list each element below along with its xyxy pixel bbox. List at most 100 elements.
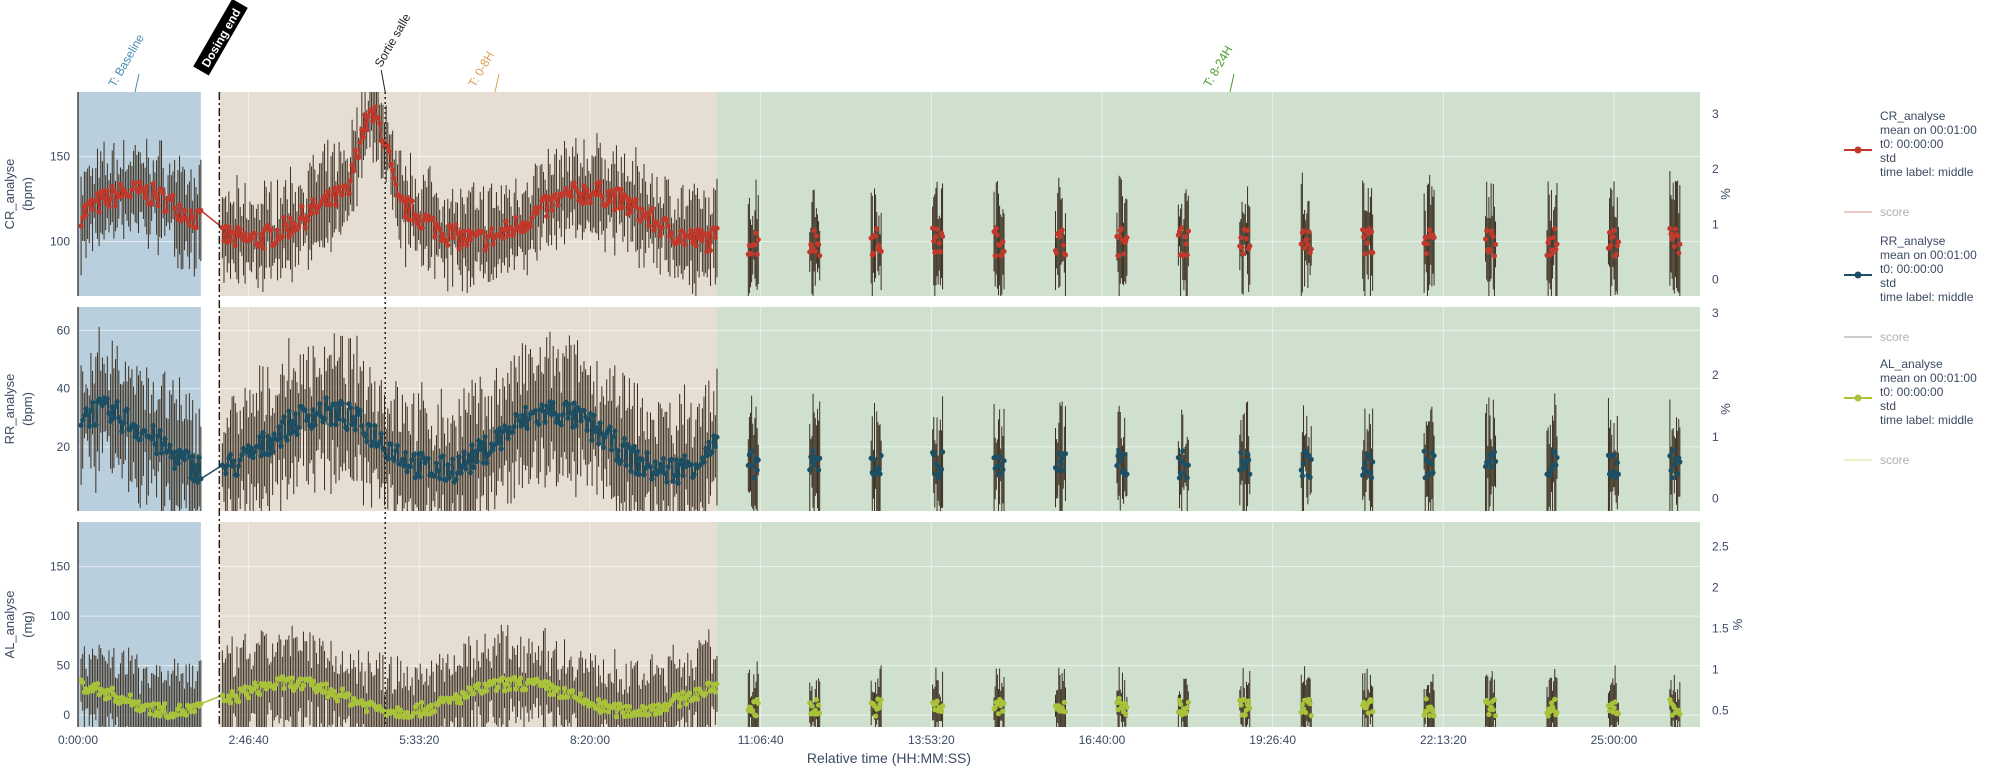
data-point	[1061, 699, 1067, 705]
data-point	[1671, 462, 1677, 468]
data-point	[1546, 236, 1552, 242]
data-point	[753, 230, 759, 236]
data-point	[253, 683, 260, 689]
data-point	[477, 446, 483, 452]
data-point	[500, 235, 506, 241]
data-point	[330, 192, 336, 198]
data-point	[134, 424, 140, 430]
data-point	[257, 691, 263, 697]
data-point	[936, 240, 942, 246]
data-point	[651, 702, 657, 709]
data-point	[811, 227, 817, 234]
data-point	[404, 709, 410, 716]
data-point	[437, 226, 443, 232]
data-point	[1185, 228, 1191, 234]
data-point	[1428, 461, 1434, 467]
data-point	[357, 408, 363, 414]
data-point	[372, 104, 378, 110]
data-point	[612, 428, 618, 434]
data-point	[871, 456, 878, 463]
data-point	[539, 402, 545, 408]
data-point	[599, 193, 605, 199]
data-point	[807, 467, 813, 473]
data-point	[647, 464, 654, 470]
data-point	[996, 454, 1003, 460]
data-point	[555, 685, 561, 691]
data-point	[1610, 234, 1616, 240]
data-point	[445, 462, 451, 468]
data-point	[147, 711, 153, 717]
data-point	[359, 126, 365, 133]
x-tick-label: 25:00:00	[1591, 733, 1638, 747]
data-point	[344, 187, 350, 193]
data-point	[260, 430, 266, 436]
data-point	[328, 421, 334, 428]
data-point	[193, 225, 199, 231]
data-point	[198, 701, 204, 707]
data-point	[1612, 699, 1618, 705]
data-point	[346, 191, 352, 197]
data-point	[172, 465, 178, 472]
data-point	[399, 194, 405, 200]
data-point	[1363, 468, 1369, 475]
legend-text: time label: middle	[1880, 165, 1974, 179]
data-point	[99, 402, 106, 408]
data-point	[463, 237, 469, 243]
data-point	[877, 471, 883, 477]
data-point	[1671, 244, 1677, 250]
data-point	[170, 192, 176, 198]
data-point	[544, 403, 550, 409]
data-point	[992, 253, 998, 259]
data-point	[341, 418, 347, 424]
data-point	[712, 234, 718, 240]
data-point	[440, 231, 446, 237]
data-point	[484, 460, 490, 466]
data-point	[386, 148, 393, 155]
data-point	[137, 436, 143, 443]
y2-tick-label: 2	[1712, 162, 1719, 176]
data-point	[584, 186, 590, 193]
data-point	[398, 707, 404, 713]
data-point	[938, 466, 945, 472]
period-label-group: T: 8-24H	[1200, 43, 1235, 89]
data-point	[137, 179, 143, 185]
data-point	[155, 433, 161, 439]
data-point	[385, 143, 391, 149]
data-point	[80, 679, 86, 685]
data-point	[753, 713, 759, 719]
data-point	[537, 205, 543, 211]
data-point	[578, 691, 584, 697]
y-axis-unit: (bpm)	[20, 177, 35, 211]
data-point	[347, 178, 354, 184]
data-point	[1431, 234, 1437, 241]
data-point	[487, 232, 493, 238]
data-point	[668, 456, 675, 463]
data-point	[229, 463, 235, 469]
data-point	[1365, 710, 1371, 716]
data-point	[411, 451, 417, 458]
x-tick-label: 2:46:40	[229, 733, 269, 747]
data-point	[749, 251, 755, 257]
data-point	[339, 192, 345, 198]
data-point	[934, 226, 940, 232]
data-point	[1242, 712, 1248, 718]
legend-score-label: score	[1880, 205, 1910, 219]
data-point	[152, 441, 158, 447]
data-point	[271, 685, 277, 692]
data-point	[750, 463, 756, 469]
data-point	[1238, 235, 1244, 241]
y-tick-label: 100	[50, 609, 70, 623]
data-point	[641, 472, 647, 478]
data-point	[532, 408, 538, 414]
data-point	[675, 691, 681, 698]
data-point	[355, 155, 362, 161]
data-point	[1306, 696, 1312, 703]
data-point	[1246, 698, 1252, 704]
data-point	[501, 688, 508, 694]
data-point	[1120, 467, 1127, 473]
data-point	[289, 675, 295, 681]
data-point	[149, 436, 155, 442]
data-point	[1366, 454, 1372, 460]
data-point	[368, 108, 375, 114]
data-point	[168, 454, 174, 460]
